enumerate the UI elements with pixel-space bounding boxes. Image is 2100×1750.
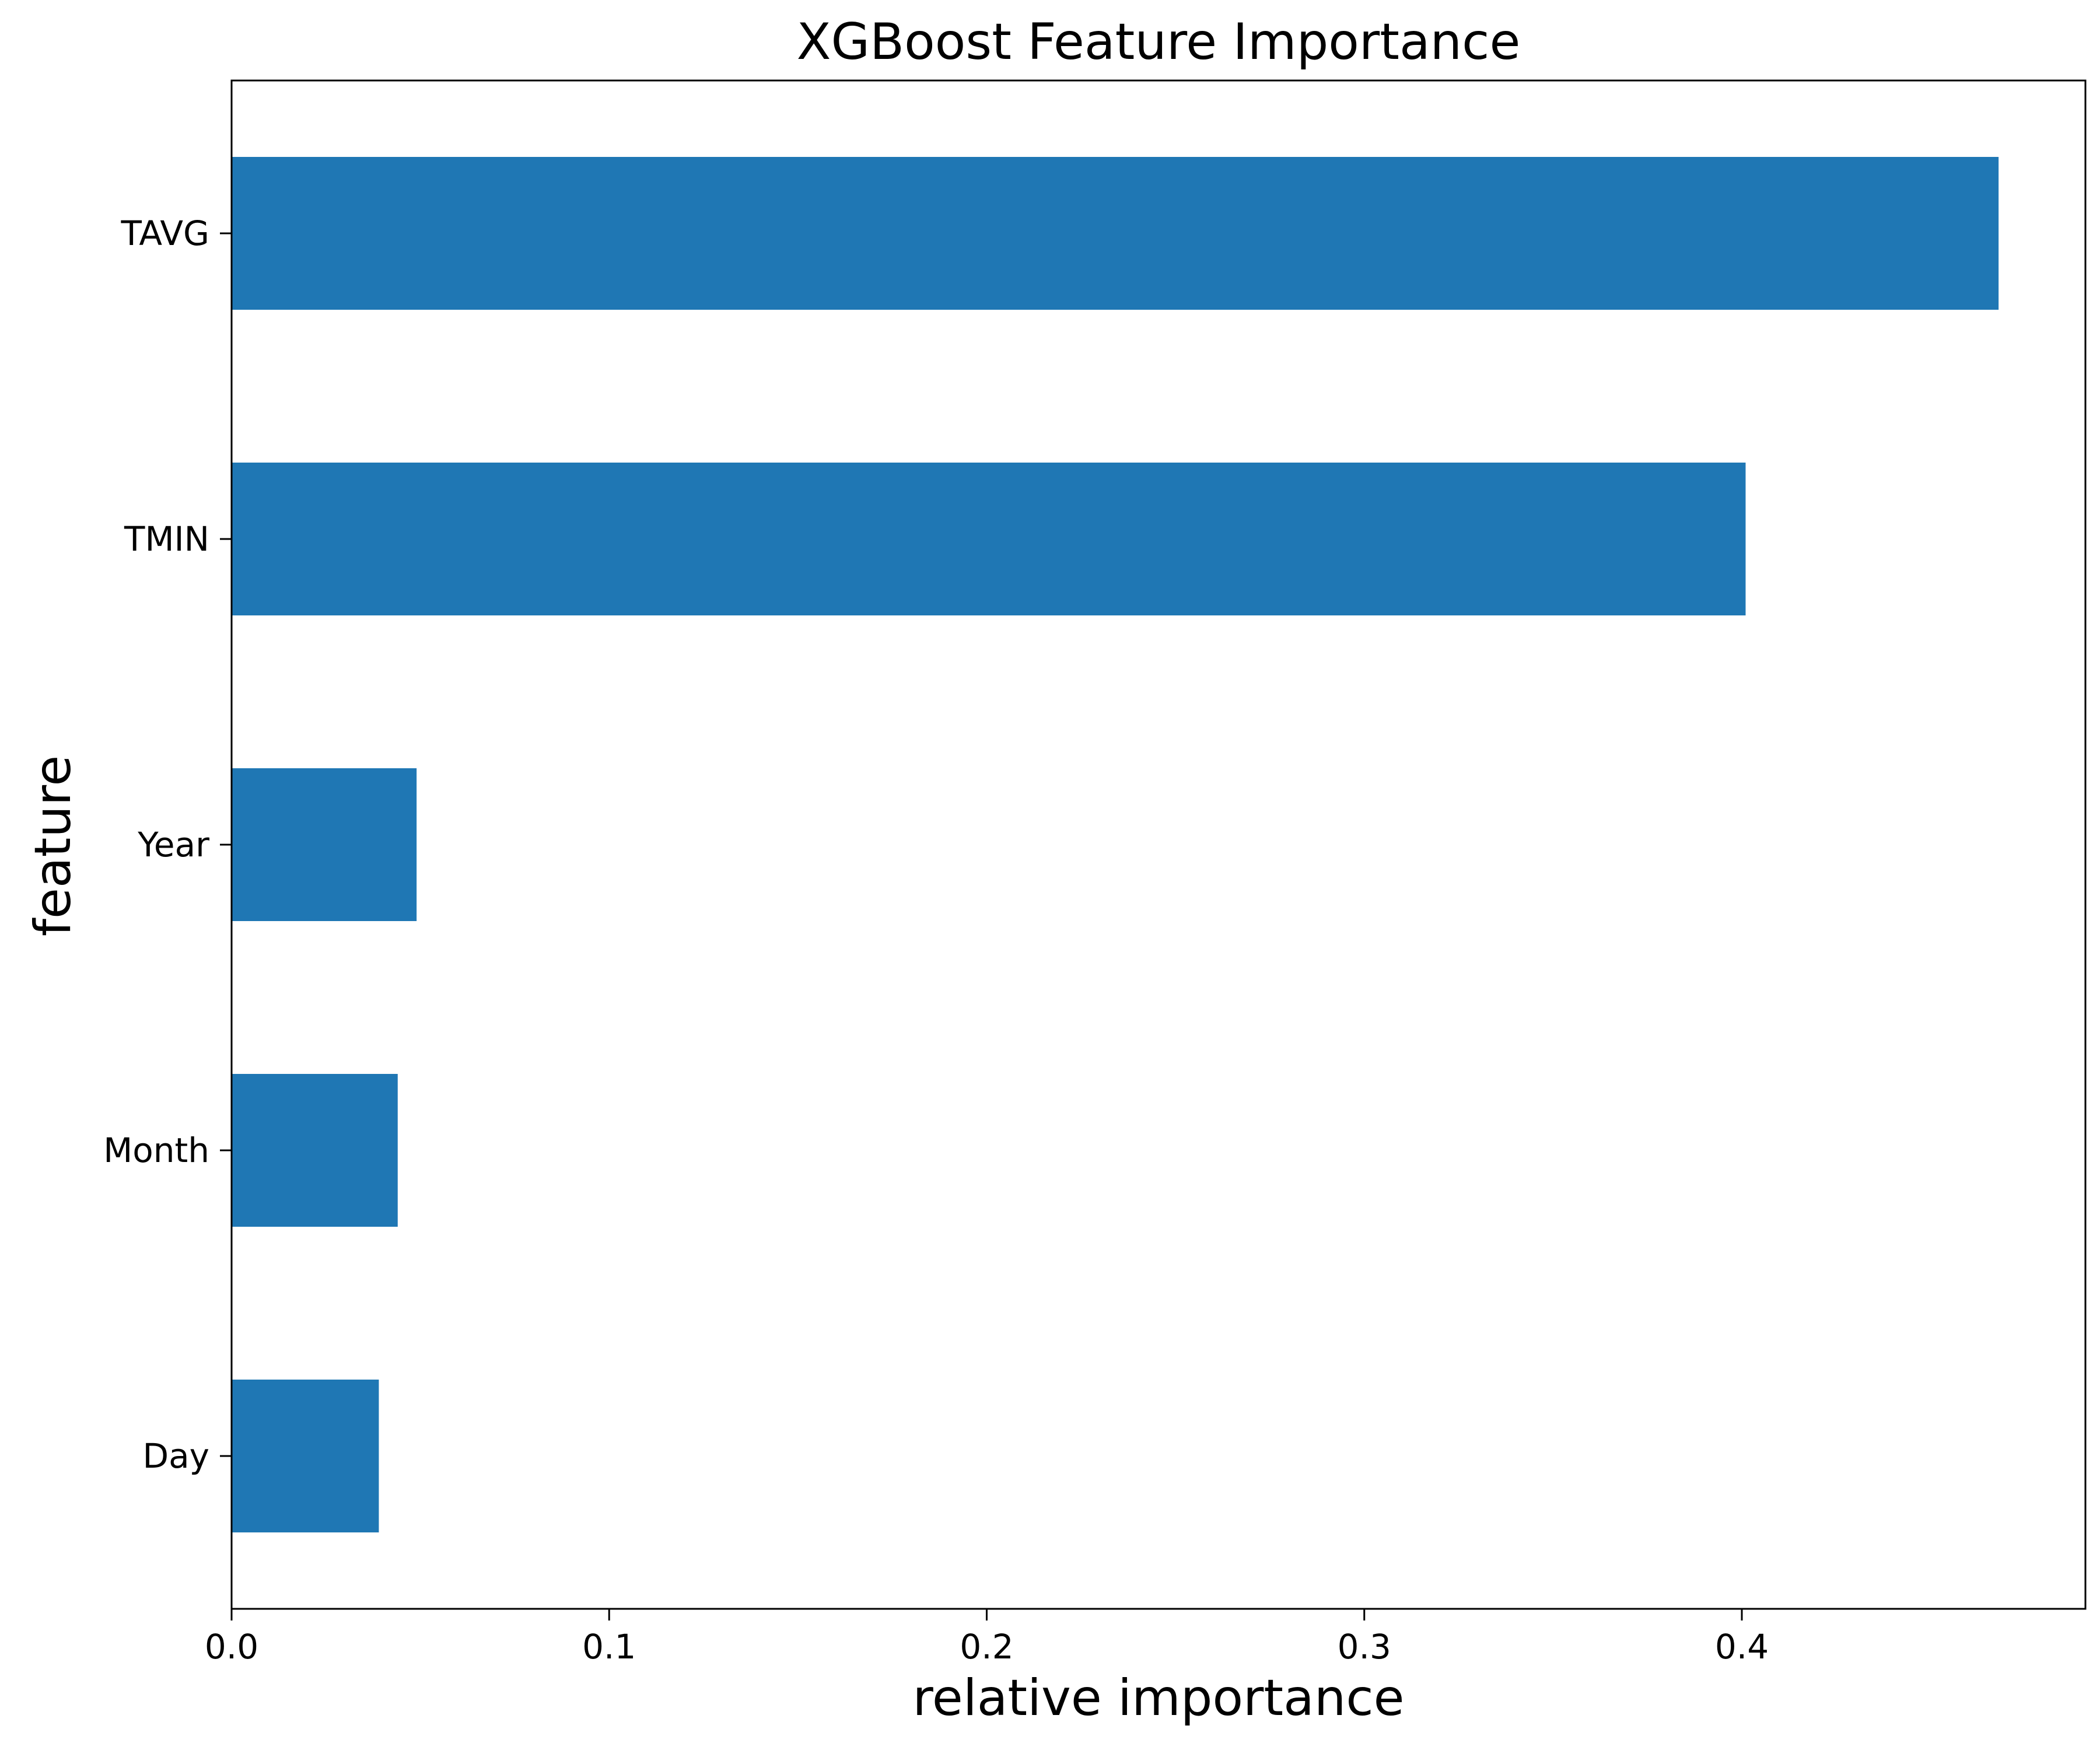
y-axis-label: feature xyxy=(24,755,82,937)
chart-title: XGBoost Feature Importance xyxy=(797,13,1521,71)
y-tick-label-month: Month xyxy=(103,1130,209,1170)
bars-layer xyxy=(232,157,1999,1532)
bar-day xyxy=(232,1380,379,1532)
bar-year xyxy=(232,768,417,921)
bar-tavg xyxy=(232,157,1999,310)
x-tick-label-0-4: 0.4 xyxy=(1715,1627,1769,1667)
y-tick-label-year: Year xyxy=(137,825,209,864)
y-tick-label-day: Day xyxy=(142,1436,209,1476)
y-tick-label-tavg: TAVG xyxy=(120,214,209,253)
x-tick-label-0: 0.0 xyxy=(205,1627,258,1667)
x-tick-label-0-1: 0.1 xyxy=(582,1627,636,1667)
x-axis-label: relative importance xyxy=(912,1669,1404,1727)
bar-month xyxy=(232,1074,398,1227)
x-tick-label-0-2: 0.2 xyxy=(960,1627,1013,1667)
bar-tmin xyxy=(232,463,1746,615)
x-tick-label-0-3: 0.3 xyxy=(1338,1627,1391,1667)
y-tick-label-tmin: TMIN xyxy=(124,519,209,559)
ticks-layer: TAVG TMIN Year Month Day 0.0 0.1 0.2 0.3 0.4 xyxy=(103,214,1769,1667)
